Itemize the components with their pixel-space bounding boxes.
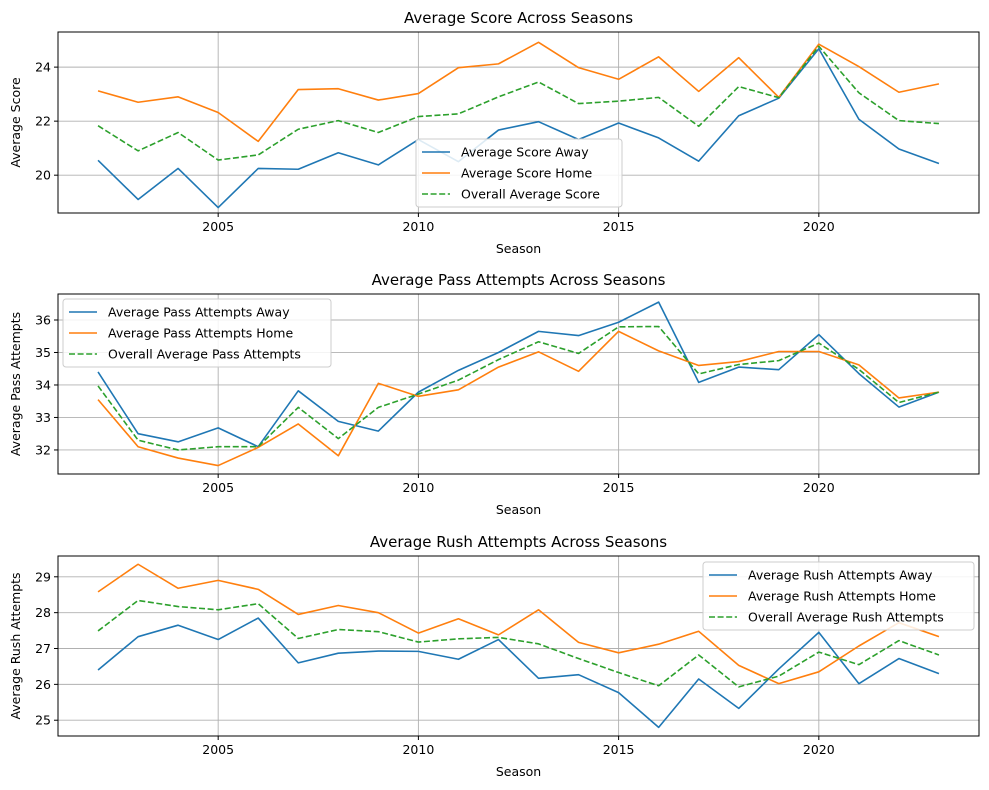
y-tick-label: 22	[35, 114, 51, 129]
legend-label: Overall Average Rush Attempts	[748, 610, 944, 625]
y-tick-label: 24	[35, 60, 51, 75]
y-tick-label: 32	[35, 442, 51, 457]
x-tick-label: 2015	[603, 219, 635, 234]
x-tick-label: 2015	[603, 742, 635, 757]
series-line-1	[97, 617, 940, 729]
legend-box	[62, 298, 332, 368]
x-tick-label: 2005	[202, 742, 234, 757]
chart-title: Average Pass Attempts Across Seasons	[372, 271, 666, 289]
x-tick-label: 2005	[202, 480, 234, 495]
chart-title: Average Rush Attempts Across Seasons	[370, 533, 667, 551]
legend-label: Average Pass Attempts Away	[108, 305, 290, 320]
series-line-3	[97, 599, 940, 688]
legend: Average Pass Attempts Away Average Pass A…	[62, 298, 332, 368]
legend-label: Average Score Home	[461, 166, 593, 181]
series-line-1	[97, 47, 940, 209]
x-tick-label: 2010	[402, 480, 434, 495]
y-tick-label: 34	[35, 377, 51, 392]
y-tick-label: 35	[35, 345, 51, 360]
legend-label: Overall Average Score	[461, 187, 600, 202]
y-tick-label: 26	[35, 677, 51, 692]
chart-title: Average Score Across Seasons	[404, 9, 633, 27]
y-axis-label: Average Score	[8, 77, 23, 168]
series-line-2	[97, 330, 940, 467]
y-tick-label: 29	[35, 569, 51, 584]
y-tick-label: 25	[35, 713, 51, 728]
y-axis-label: Average Rush Attempts	[8, 572, 23, 719]
x-tick-label: 2015	[603, 480, 635, 495]
x-tick-label: 2005	[202, 219, 234, 234]
y-tick-label: 36	[35, 312, 51, 327]
y-axis-label: Average Pass Attempts	[8, 312, 23, 456]
x-axis-label: Season	[496, 764, 541, 779]
y-tick-label: 20	[35, 168, 51, 183]
x-tick-label: 2020	[803, 219, 835, 234]
y-tick-label: 28	[35, 605, 51, 620]
series-line-3	[97, 325, 940, 451]
legend-label: Average Score Away	[461, 145, 589, 160]
y-tick-label: 27	[35, 641, 51, 656]
plot-frame	[57, 293, 980, 475]
x-tick-label: 2020	[803, 480, 835, 495]
legend-label: Average Rush Attempts Home	[748, 589, 936, 604]
plot-frame	[57, 31, 980, 214]
x-tick-label: 2010	[402, 742, 434, 757]
x-tick-label: 2010	[402, 219, 434, 234]
x-axis-label: Season	[496, 502, 541, 517]
x-tick-label: 2020	[803, 742, 835, 757]
series-line-2	[97, 563, 940, 685]
legend-label: Average Rush Attempts Away	[748, 568, 933, 583]
series-line-3	[97, 45, 940, 161]
legend-box	[702, 561, 975, 631]
plot-frame	[57, 555, 980, 737]
y-tick-label: 33	[35, 410, 51, 425]
legend-label: Average Pass Attempts Home	[108, 326, 293, 341]
legend: Average Rush Attempts Away Average Rush A…	[702, 561, 975, 631]
x-axis-label: Season	[496, 241, 541, 256]
legend: Average Score Away Average Score Home Over…	[415, 138, 623, 208]
legend-box	[415, 138, 623, 208]
chart-panel-3: 2005 2010 2015 2020 25 26 27 28 29 Average Rush A…	[8, 533, 980, 779]
legend-label: Overall Average Pass Attempts	[108, 347, 301, 362]
chart-panel-2: 2005 2010 2015 2020 32 33 34 35 36 Average Pass A…	[8, 271, 980, 517]
